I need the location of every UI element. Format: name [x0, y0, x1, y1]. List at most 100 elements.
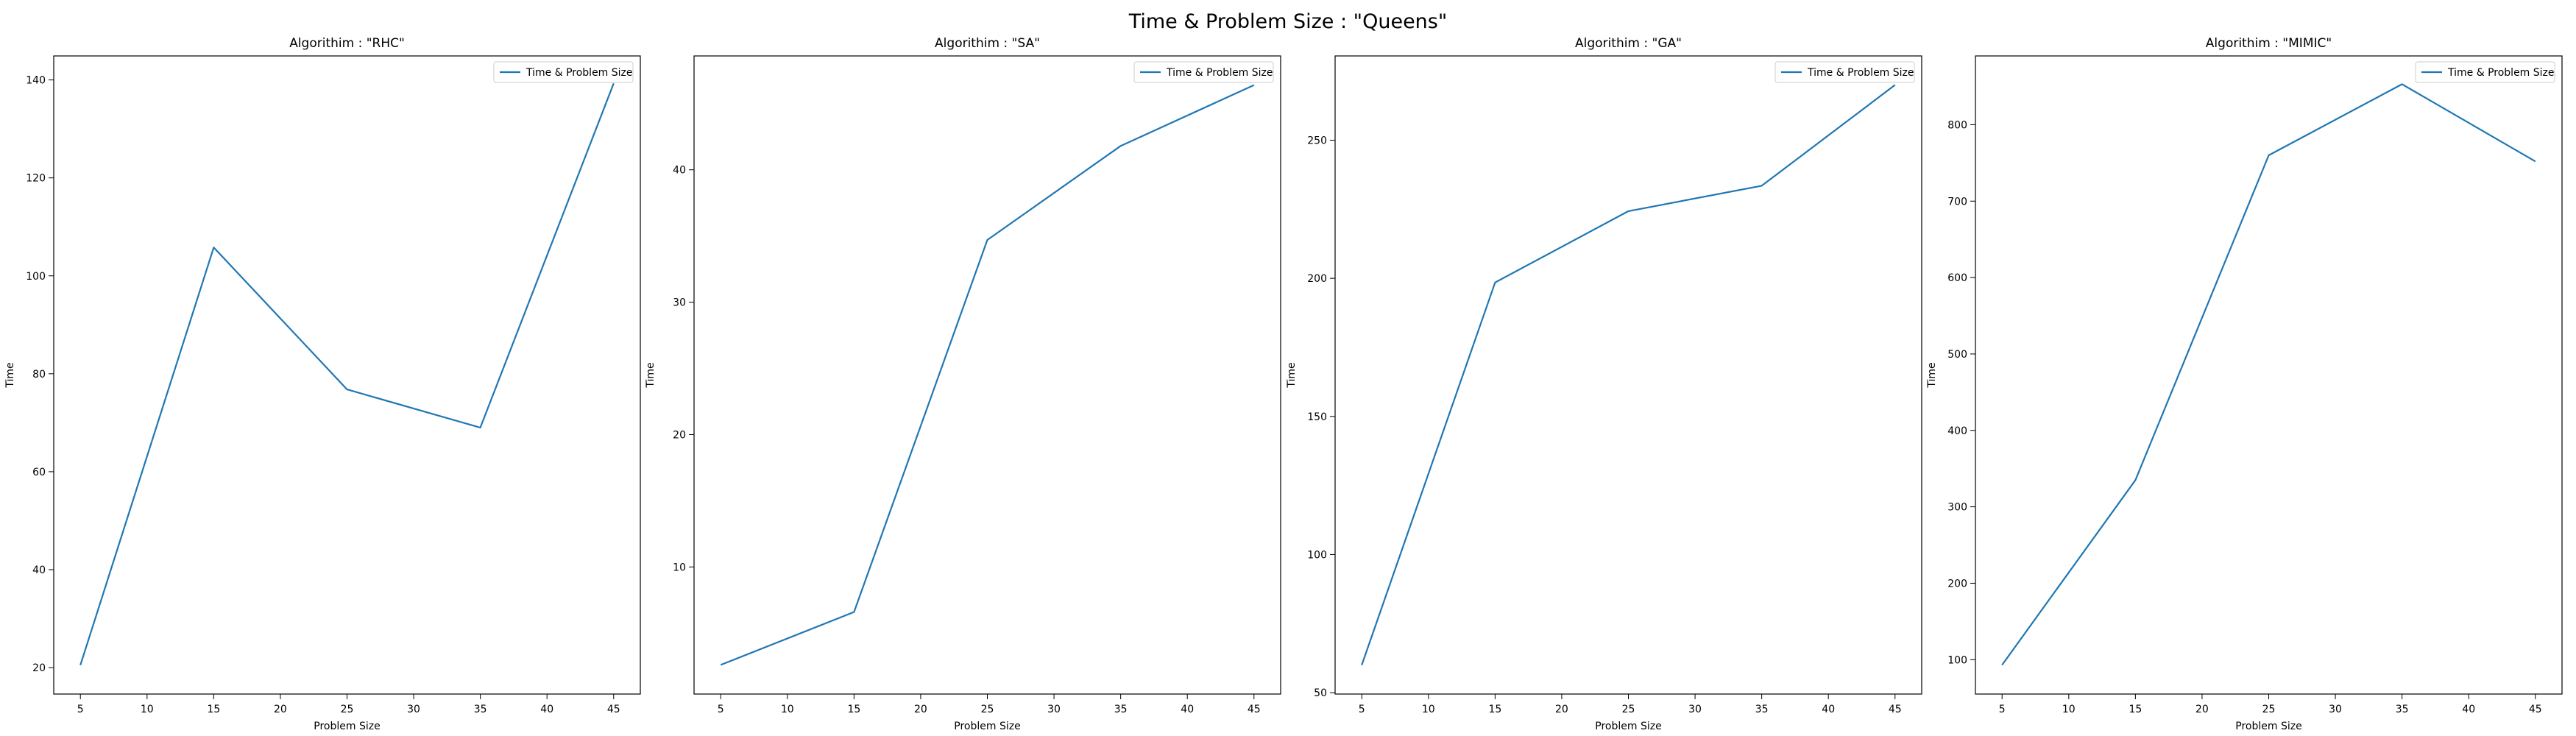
y-tick-label: 40: [673, 165, 686, 177]
x-tick-label: 10: [781, 704, 794, 715]
data-point: [2001, 665, 2003, 666]
legend: Time & Problem Size: [1774, 61, 1915, 83]
y-axis-label: Time: [645, 362, 657, 388]
y-tick-label: 120: [26, 173, 46, 185]
y-tick-label: 200: [1947, 578, 1967, 590]
x-tick-label: 40: [1822, 704, 1835, 715]
y-tick-label: 200: [1307, 273, 1327, 285]
axes-frame: [1334, 55, 1922, 695]
y-tick-label: 500: [1947, 349, 1967, 361]
x-tick-label: 20: [2195, 704, 2209, 715]
x-tick-label: 15: [847, 704, 860, 715]
x-tick-label: 15: [207, 704, 220, 715]
x-tick-label: 25: [1622, 704, 1635, 715]
data-point: [613, 82, 615, 84]
legend: Time & Problem Size: [1133, 61, 1274, 83]
x-tick-label: 20: [914, 704, 927, 715]
x-tick-label: 10: [2062, 704, 2076, 715]
x-axis-label: Problem Size: [1595, 721, 1661, 732]
data-point: [987, 239, 988, 241]
y-axis-label: Time: [1286, 362, 1298, 388]
x-tick-label: 15: [2129, 704, 2142, 715]
data-point: [1361, 665, 1362, 666]
y-tick-label: 80: [32, 369, 46, 381]
x-axis-label: Problem Size: [314, 721, 380, 732]
y-tick-label: 100: [1307, 549, 1327, 561]
legend-label: Time & Problem Size: [2447, 67, 2555, 79]
x-tick-label: 5: [718, 704, 724, 715]
legend-box: [1133, 61, 1274, 83]
data-point: [1120, 145, 1122, 146]
figure-title: Time & Problem Size : "Queens": [1128, 10, 1448, 33]
axes-frame: [1975, 55, 2563, 695]
legend-box: [1774, 61, 1915, 83]
data-point: [1494, 282, 1496, 283]
subplot-3: Algorithim : "GA" 5 10 15 20 25 30 35 40 45 50 100 1…: [1286, 36, 1922, 732]
series-line: [720, 84, 1255, 666]
y-tick-label: 60: [32, 467, 46, 478]
x-tick-label: 45: [607, 704, 620, 715]
x-tick-label: 5: [77, 704, 84, 715]
y-tick-label: 30: [673, 297, 686, 309]
x-axis-label: Problem Size: [2235, 721, 2301, 732]
x-tick-label: 30: [1047, 704, 1061, 715]
x-tick-label: 35: [474, 704, 487, 715]
series-line: [79, 82, 615, 666]
x-tick-label: 20: [274, 704, 287, 715]
x-tick-label: 15: [1488, 704, 1501, 715]
x-tick-label: 30: [2329, 704, 2342, 715]
y-tick-label: 800: [1947, 119, 1967, 131]
y-tick-label: 600: [1947, 272, 1967, 284]
y-tick-label: 250: [1307, 135, 1327, 146]
x-tick-label: 35: [1755, 704, 1769, 715]
legend-label: Time & Problem Size: [526, 67, 633, 79]
legend-box: [2415, 61, 2555, 83]
subplot-1: Algorithim : "RHC" 5 10 15 20 25 30 35 40 45 20 40 6…: [4, 36, 641, 732]
y-tick-label: 50: [1314, 687, 1327, 699]
data-point: [347, 389, 348, 390]
x-tick-label: 30: [407, 704, 420, 715]
data-point: [79, 665, 81, 666]
y-tick-label: 400: [1947, 425, 1967, 437]
x-tick-label: 35: [2396, 704, 2409, 715]
x-tick-label: 25: [341, 704, 354, 715]
y-tick-label: 100: [26, 271, 46, 283]
data-point: [1253, 85, 1255, 86]
subplots: Algorithim : "RHC" 5 10 15 20 25 30 35 40 45 20 40 6…: [4, 36, 2563, 732]
x-axis-label: Problem Size: [954, 721, 1020, 732]
axes-frame: [693, 55, 1281, 695]
y-tick-label: 300: [1947, 502, 1967, 514]
series-line: [2001, 83, 2536, 666]
x-tick-label: 5: [1999, 704, 2006, 715]
subplot-title: Algorithim : "MIMIC": [2206, 36, 2332, 51]
legend: Time & Problem Size: [2415, 61, 2555, 83]
series-line: [1361, 84, 1896, 665]
y-axis-label: Time: [4, 362, 16, 388]
y-tick-label: 100: [1947, 654, 1967, 666]
y-tick-label: 150: [1307, 411, 1327, 423]
axes-frame: [53, 55, 641, 695]
y-tick-label: 20: [673, 429, 686, 441]
data-point: [2402, 83, 2403, 85]
subplot-2: Algorithim : "SA" 5 10 15 20 25 30 35 40 45 10 20 30…: [645, 36, 1281, 732]
legend: Time & Problem Size: [493, 61, 634, 83]
x-tick-label: 5: [1359, 704, 1365, 715]
y-tick-label: 140: [26, 75, 46, 87]
x-tick-label: 30: [1688, 704, 1702, 715]
x-tick-label: 10: [1422, 704, 1435, 715]
x-tick-label: 25: [2262, 704, 2276, 715]
x-tick-label: 40: [2462, 704, 2475, 715]
data-point: [1761, 185, 1763, 186]
y-tick-label: 10: [673, 562, 686, 573]
x-tick-label: 25: [981, 704, 994, 715]
y-tick-label: 700: [1947, 196, 1967, 208]
data-point: [2535, 160, 2536, 162]
y-axis-label: Time: [1926, 362, 1938, 388]
data-point: [1628, 210, 1630, 212]
data-point: [853, 611, 854, 612]
data-point: [2268, 155, 2270, 156]
y-tick-label: 40: [32, 565, 46, 576]
x-tick-label: 45: [2529, 704, 2542, 715]
data-point: [480, 427, 481, 428]
